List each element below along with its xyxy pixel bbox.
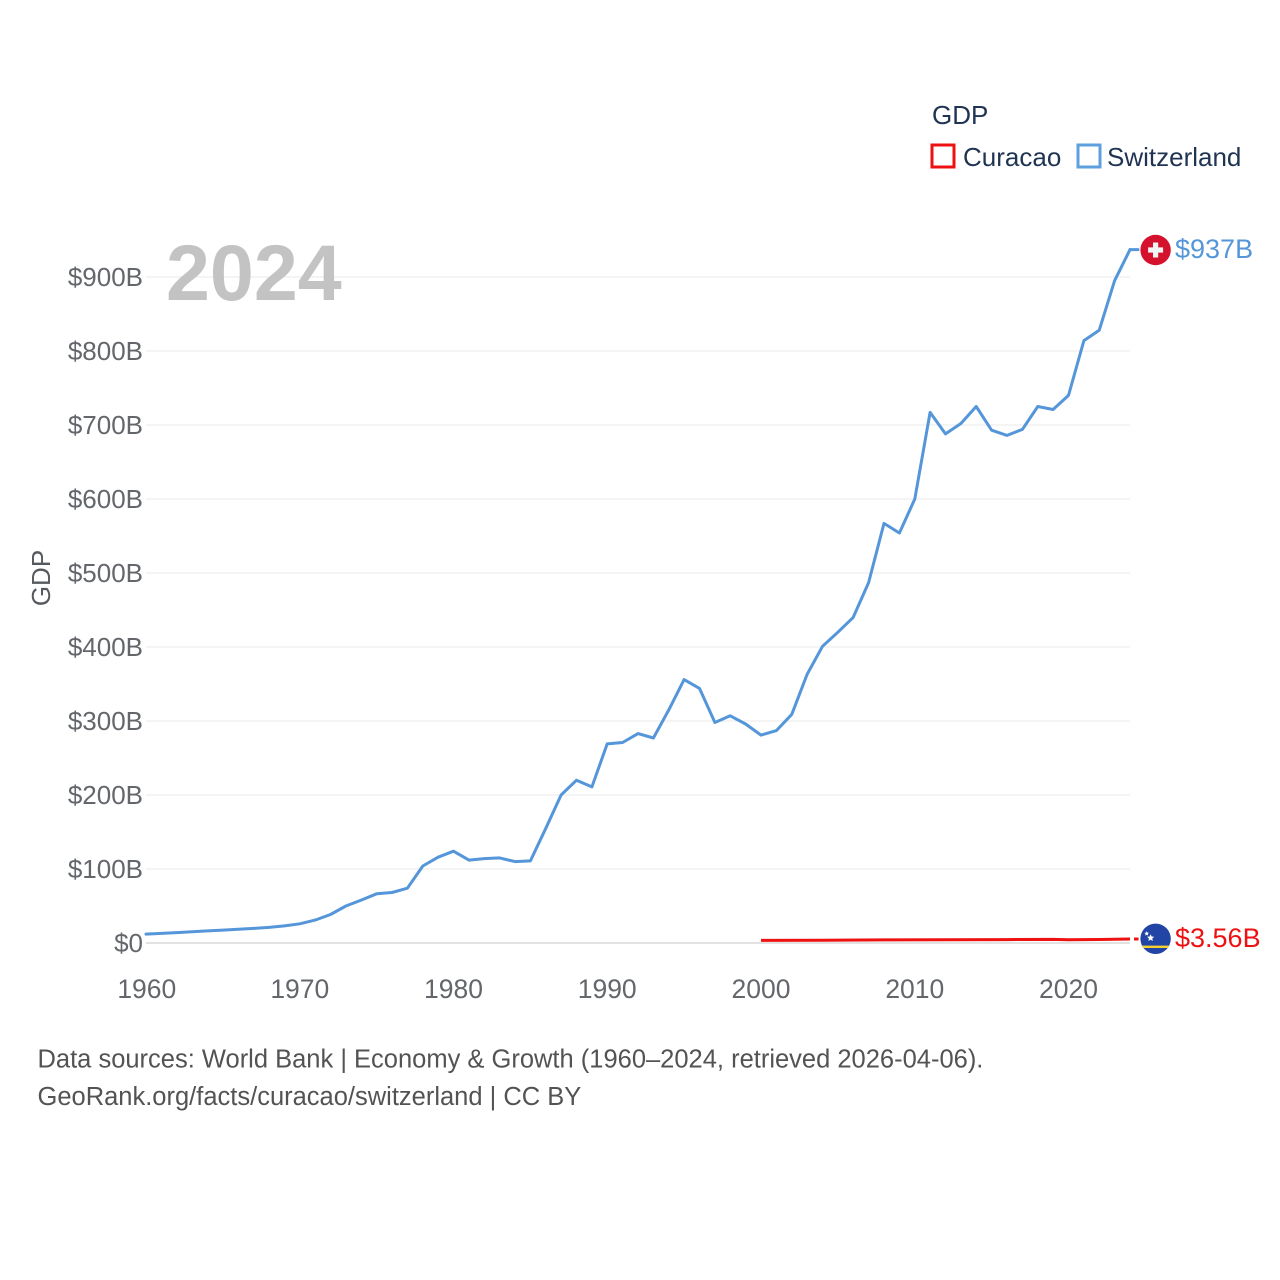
svg-text:Curacao: Curacao: [963, 142, 1061, 172]
svg-text:$600B: $600B: [68, 484, 143, 514]
svg-text:2010: 2010: [885, 974, 944, 1004]
svg-text:GDP: GDP: [932, 100, 988, 130]
svg-text:Data sources: World Bank | Eco: Data sources: World Bank | Economy & Gro…: [38, 1046, 984, 1074]
svg-text:$900B: $900B: [68, 262, 143, 292]
svg-text:2000: 2000: [732, 974, 791, 1004]
svg-text:$700B: $700B: [68, 410, 143, 440]
svg-text:$3.56B: $3.56B: [1175, 923, 1261, 953]
svg-text:$800B: $800B: [68, 336, 143, 366]
svg-text:1970: 1970: [270, 974, 329, 1004]
svg-text:1960: 1960: [117, 974, 176, 1004]
svg-text:GeoRank.org/facts/curacao/swit: GeoRank.org/facts/curacao/switzerland | …: [38, 1083, 582, 1111]
svg-text:$500B: $500B: [68, 558, 143, 588]
svg-text:$400B: $400B: [68, 632, 143, 662]
svg-text:$937B: $937B: [1175, 234, 1253, 264]
svg-text:2024: 2024: [166, 228, 342, 317]
svg-text:Switzerland: Switzerland: [1107, 142, 1241, 172]
svg-text:$0: $0: [114, 928, 143, 958]
svg-text:1980: 1980: [424, 974, 483, 1004]
svg-text:$300B: $300B: [68, 706, 143, 736]
svg-text:GDP: GDP: [26, 550, 56, 606]
svg-text:2020: 2020: [1039, 974, 1098, 1004]
svg-text:1990: 1990: [578, 974, 637, 1004]
svg-text:$200B: $200B: [68, 780, 143, 810]
svg-text:$100B: $100B: [68, 854, 143, 884]
